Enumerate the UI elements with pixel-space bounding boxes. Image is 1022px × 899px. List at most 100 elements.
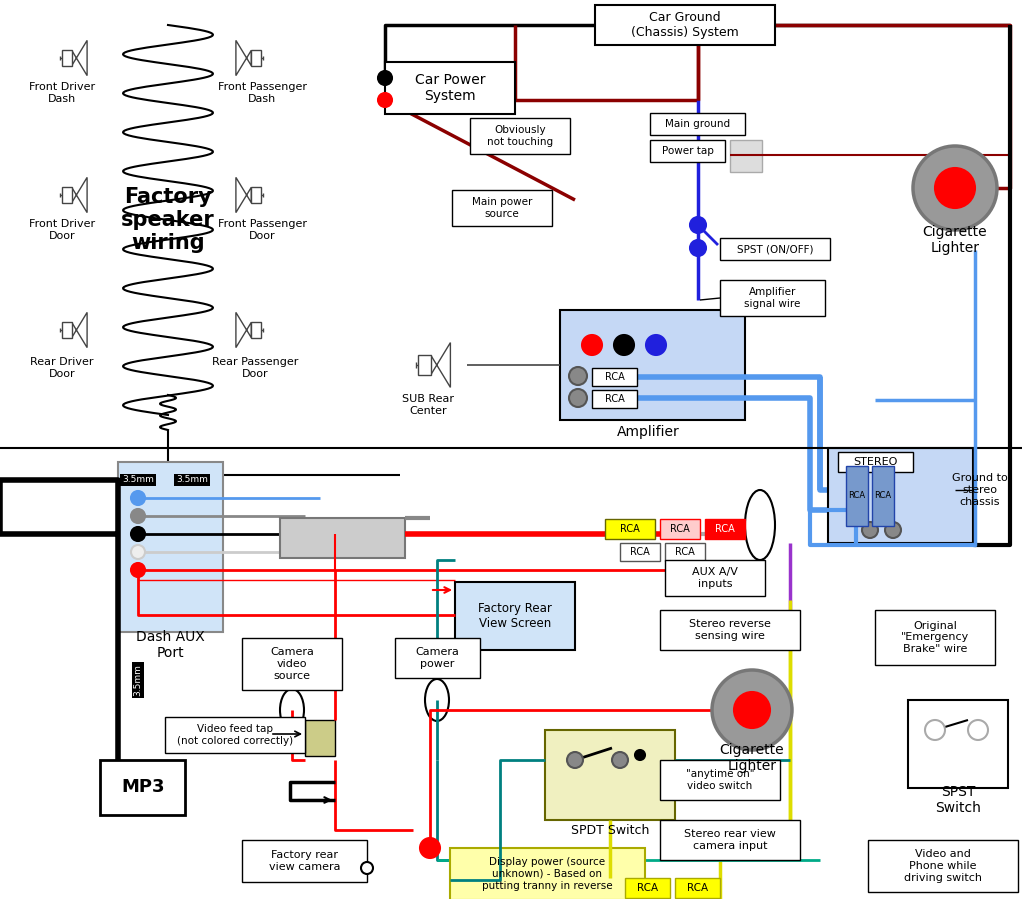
Text: STEREO: STEREO [853, 457, 897, 467]
Text: Rear Passenger
Door: Rear Passenger Door [212, 357, 298, 378]
Bar [251, 187, 262, 202]
Text: Factory
speaker
wiring: Factory speaker wiring [122, 187, 215, 254]
Bar [660, 610, 800, 650]
Text: RCA: RCA [605, 372, 624, 382]
Text: AUX A/V
inputs: AUX A/V inputs [692, 567, 738, 589]
Text: RCA: RCA [687, 883, 708, 893]
Circle shape [569, 367, 587, 385]
Text: RCA: RCA [715, 524, 735, 534]
Text: Main ground: Main ground [665, 119, 730, 129]
Text: Rear Driver
Door: Rear Driver Door [31, 357, 94, 378]
Circle shape [569, 389, 587, 407]
Text: Front Driver
Door: Front Driver Door [29, 219, 95, 241]
Circle shape [131, 545, 145, 559]
Bar [452, 190, 552, 226]
Text: Amplifier
signal wire: Amplifier signal wire [744, 287, 800, 308]
Circle shape [378, 71, 392, 85]
Text: Factory Rear
View Screen: Factory Rear View Screen [478, 602, 552, 630]
Bar [61, 323, 72, 338]
Text: Video feed tap
(not colored correctly): Video feed tap (not colored correctly) [177, 725, 293, 746]
Circle shape [925, 720, 945, 740]
Bar [872, 466, 894, 526]
Circle shape [131, 527, 145, 541]
Circle shape [690, 217, 706, 233]
Bar [660, 820, 800, 860]
Text: RCA: RCA [631, 547, 650, 557]
Bar [875, 610, 995, 665]
Bar [592, 390, 637, 408]
Bar [620, 543, 660, 561]
Circle shape [420, 838, 440, 858]
Text: SUB Rear
Center: SUB Rear Center [402, 394, 454, 416]
Bar [705, 519, 745, 539]
Circle shape [968, 720, 988, 740]
Bar [118, 462, 223, 632]
Bar [455, 582, 575, 650]
Text: Display power (source
unknown) - Based on
putting tranny in reverse: Display power (source unknown) - Based o… [481, 858, 612, 891]
Bar [675, 878, 721, 898]
Text: RCA: RCA [848, 492, 866, 501]
Text: 3.5mm: 3.5mm [176, 476, 207, 485]
Text: 3.5mm: 3.5mm [134, 664, 142, 696]
Circle shape [635, 750, 645, 760]
Text: Obviously
not touching: Obviously not touching [486, 125, 553, 147]
Bar [251, 323, 262, 338]
Text: RCA: RCA [605, 394, 624, 404]
Text: Original
"Emergency
Brake" wire: Original "Emergency Brake" wire [900, 621, 969, 654]
Text: 3.5mm: 3.5mm [122, 476, 154, 485]
Text: SPDT Switch: SPDT Switch [571, 823, 649, 836]
Text: Car Power
System: Car Power System [415, 73, 485, 103]
Circle shape [690, 240, 706, 256]
Circle shape [582, 335, 602, 355]
Circle shape [646, 335, 666, 355]
Bar [838, 452, 913, 472]
Bar [394, 638, 480, 678]
Text: "anytime on"
video switch: "anytime on" video switch [686, 770, 754, 791]
Bar [305, 720, 335, 756]
Bar [625, 878, 670, 898]
Circle shape [131, 491, 145, 505]
Text: Amplifier: Amplifier [616, 425, 680, 439]
Text: Front Driver
Dash: Front Driver Dash [29, 82, 95, 103]
Text: RCA: RCA [670, 524, 690, 534]
Bar [665, 543, 705, 561]
Bar [61, 50, 72, 66]
Bar [242, 638, 342, 690]
Text: Main power
source: Main power source [472, 197, 532, 218]
Text: RCA: RCA [637, 883, 658, 893]
Bar [721, 238, 830, 260]
Bar [665, 560, 765, 596]
Text: Front Passenger
Dash: Front Passenger Dash [218, 82, 307, 103]
Bar [908, 700, 1008, 788]
Text: Ground to
stereo
chassis: Ground to stereo chassis [953, 474, 1008, 507]
Circle shape [614, 335, 634, 355]
Text: RCA: RCA [676, 547, 695, 557]
Circle shape [712, 670, 792, 750]
Bar [650, 113, 745, 135]
Circle shape [567, 752, 583, 768]
Bar [721, 280, 825, 316]
Bar [660, 760, 780, 800]
Circle shape [131, 509, 145, 523]
Bar [280, 518, 405, 558]
Bar [650, 140, 725, 162]
Circle shape [378, 93, 392, 107]
Circle shape [862, 522, 878, 538]
Text: Camera
power: Camera power [416, 647, 460, 669]
Text: Camera
video
source: Camera video source [270, 647, 314, 681]
Bar [595, 5, 775, 45]
Bar [592, 368, 637, 386]
Bar [470, 118, 570, 154]
Text: Stereo reverse
sensing wire: Stereo reverse sensing wire [689, 619, 771, 641]
Text: Cigarette
Lighter: Cigarette Lighter [923, 225, 987, 255]
Text: Power tap: Power tap [661, 146, 713, 156]
Bar [385, 62, 515, 114]
Circle shape [885, 522, 901, 538]
Text: SPST (ON/OFF): SPST (ON/OFF) [737, 244, 814, 254]
Text: RCA: RCA [620, 524, 640, 534]
Bar [730, 140, 762, 172]
Text: Factory rear
view camera: Factory rear view camera [269, 850, 340, 872]
Bar [61, 187, 72, 202]
Text: MP3: MP3 [122, 778, 165, 796]
Bar [418, 355, 431, 375]
